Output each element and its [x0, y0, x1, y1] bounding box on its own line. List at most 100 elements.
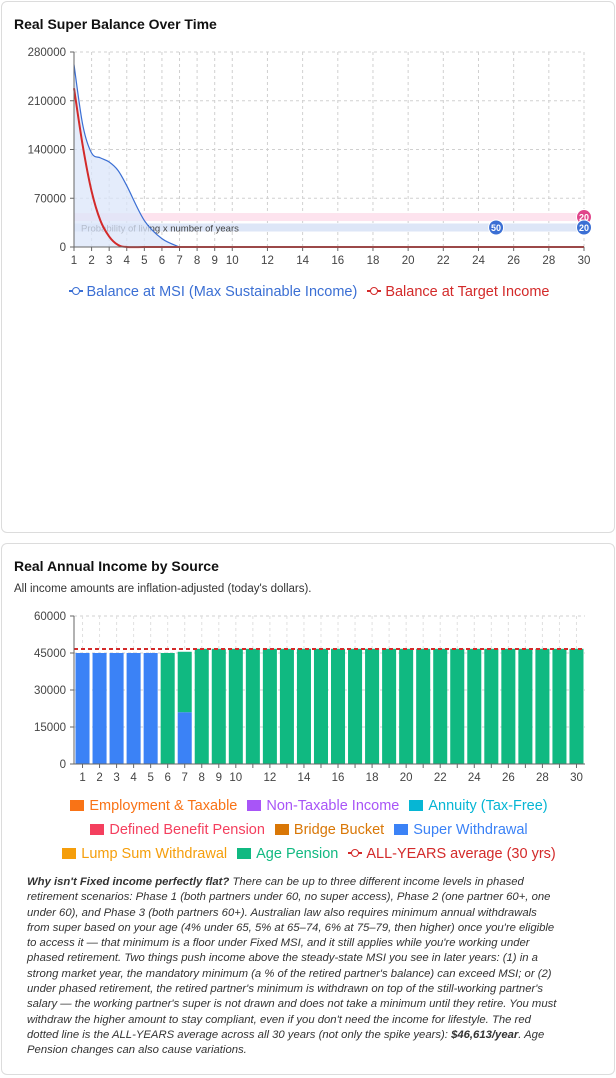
legend-item[interactable]: Age Pension: [237, 842, 338, 866]
legend-label: Super Withdrawal: [413, 822, 528, 838]
income-bar-age-pension: [382, 648, 397, 764]
y-tick-label: 0: [60, 242, 66, 254]
x-tick-label: 10: [229, 772, 242, 784]
x-tick-label: 3: [106, 255, 112, 267]
y-tick-label: 140000: [28, 145, 66, 157]
income-bar-age-pension: [348, 648, 363, 764]
y-tick-label: 60000: [34, 611, 66, 623]
y-tick-label: 70000: [34, 193, 66, 205]
income-note-tail: . Age Pension changes can also cause var…: [27, 1028, 545, 1057]
legend-color-swatch: [409, 800, 424, 811]
income-bar-age-pension: [467, 648, 482, 764]
legend-color-swatch: [237, 848, 252, 859]
y-tick-label: 0: [60, 759, 66, 771]
income-note-question: Why isn't Fixed income perfectly flat?: [27, 876, 230, 888]
x-tick-label: 28: [536, 772, 549, 784]
legend-item[interactable]: Balance at MSI (Max Sustainable Income): [68, 280, 357, 304]
x-tick-label: 7: [182, 772, 188, 784]
income-bar-age-pension: [177, 651, 192, 713]
income-note: Why isn't Fixed income perfectly flat? T…: [27, 875, 562, 1059]
x-tick-label: 2: [88, 255, 94, 267]
x-tick-label: 26: [502, 772, 515, 784]
x-tick-label: 8: [194, 255, 200, 267]
legend-label: Bridge Bucket: [293, 822, 385, 838]
income-source-card: Real Annual Income by Source All income …: [1, 543, 615, 1075]
x-tick-label: 5: [141, 255, 147, 267]
x-tick-label: 24: [468, 772, 481, 784]
legend-label: Non-Taxable Income: [266, 798, 400, 814]
income-bar-age-pension: [416, 648, 431, 764]
income-bar-super-withdrawal: [177, 712, 192, 764]
x-tick-label: 24: [472, 255, 485, 267]
super-balance-title: Real Super Balance Over Time: [14, 16, 217, 32]
legend-color-swatch: [247, 800, 262, 811]
income-bar-super-withdrawal: [143, 653, 158, 764]
msi-series-line: [73, 64, 180, 248]
y-tick-label: 45000: [34, 648, 66, 660]
x-tick-label: 2: [96, 772, 102, 784]
probability-marker-label: 20: [579, 213, 589, 223]
legend-color-swatch: [62, 848, 77, 859]
super-balance-card: Real Super Balance Over Time 0 70000 14000…: [1, 1, 615, 533]
income-source-legend: Employment & Taxable Non-Taxable Income An…: [2, 794, 616, 866]
legend-item[interactable]: Lump Sum Withdrawal: [62, 842, 227, 866]
x-tick-label: 20: [400, 772, 413, 784]
y-tick-label: 280000: [28, 47, 66, 59]
income-source-subtitle: All income amounts are inflation-adjuste…: [14, 583, 312, 595]
legend-label: Employment & Taxable: [89, 798, 238, 814]
msi-area-fill: [74, 64, 180, 248]
probability-band: [74, 213, 584, 222]
income-bar-age-pension: [262, 648, 277, 764]
income-bar-age-pension: [160, 653, 175, 764]
legend-item[interactable]: Non-Taxable Income: [247, 794, 399, 818]
income-bar-age-pension: [211, 648, 226, 764]
legend-row: Lump Sum Withdrawal Age Pension ALL-YEARS …: [2, 842, 616, 866]
income-source-title: Real Annual Income by Source: [14, 558, 219, 574]
x-tick-label: 30: [578, 255, 591, 267]
income-bar-age-pension: [399, 648, 414, 764]
income-bar-age-pension: [365, 648, 380, 764]
legend-line-swatch: [367, 286, 382, 296]
probability-marker-label: 50: [491, 223, 501, 233]
x-tick-label: 14: [296, 255, 309, 267]
x-tick-label: 10: [226, 255, 239, 267]
income-bar-age-pension: [433, 648, 448, 764]
income-bar-age-pension: [245, 648, 260, 764]
x-tick-label: 26: [507, 255, 520, 267]
legend-item[interactable]: ALL-YEARS average (30 yrs): [348, 842, 556, 866]
legend-item[interactable]: Annuity (Tax-Free): [409, 794, 548, 818]
probability-marker: [576, 219, 592, 236]
x-tick-label: 4: [130, 772, 137, 784]
legend-color-swatch: [394, 824, 409, 835]
x-tick-label: 3: [113, 772, 119, 784]
legend-item[interactable]: Defined Benefit Pension: [90, 818, 265, 842]
legend-color-swatch: [90, 824, 105, 835]
legend-item[interactable]: Balance at Target Income: [367, 280, 549, 304]
probability-marker: [488, 219, 505, 236]
income-bar-super-withdrawal: [109, 653, 124, 764]
legend-item[interactable]: Bridge Bucket: [274, 818, 385, 842]
legend-item[interactable]: Employment & Taxable: [70, 794, 237, 818]
legend-item[interactable]: Super Withdrawal: [394, 818, 528, 842]
x-tick-label: 4: [124, 255, 131, 267]
income-bar-age-pension: [518, 648, 533, 764]
x-tick-label: 22: [434, 772, 447, 784]
x-tick-label: 12: [261, 255, 274, 267]
income-bar-age-pension: [331, 648, 346, 764]
income-bar-age-pension: [450, 648, 465, 764]
income-bar-super-withdrawal: [126, 653, 141, 764]
x-tick-label: 1: [79, 772, 85, 784]
legend-color-swatch: [70, 800, 85, 811]
legend-label: Defined Benefit Pension: [109, 822, 265, 838]
x-tick-label: 16: [332, 772, 345, 784]
income-bar-age-pension: [484, 648, 499, 764]
x-tick-label: 16: [331, 255, 344, 267]
income-note-average: $46,613/year: [451, 1028, 519, 1041]
x-tick-label: 28: [542, 255, 555, 267]
legend-label: Balance at Target Income: [385, 284, 550, 300]
income-bar-super-withdrawal: [92, 653, 107, 764]
income-bar-super-withdrawal: [75, 653, 90, 764]
y-tick-label: 15000: [34, 722, 66, 734]
